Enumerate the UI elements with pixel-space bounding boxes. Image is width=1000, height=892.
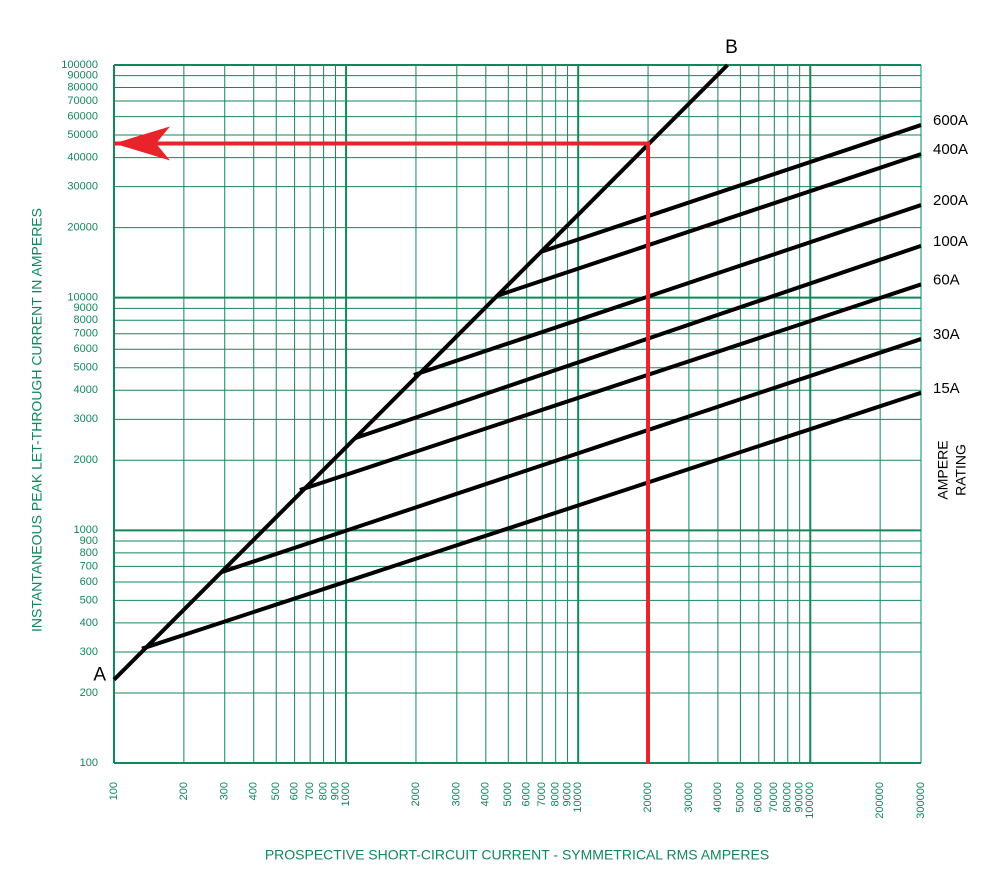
x-tick-label: 6000: [521, 782, 533, 806]
legend-title: AMPERE: [935, 440, 951, 499]
y-axis-label: INSTANTANEOUS PEAK LET-THROUGH CURRENT I…: [29, 208, 45, 632]
y-tick-label: 6000: [74, 343, 98, 355]
y-tick-label: 100000: [61, 59, 98, 71]
x-tick-label: 60000: [753, 782, 765, 813]
x-tick-label: 90000: [794, 782, 806, 813]
y-tick-label: 3000: [74, 413, 98, 425]
x-tick-label: 20000: [642, 782, 654, 813]
ampere-line: [141, 390, 922, 651]
y-tick-label: 7000: [74, 328, 98, 340]
x-tick-label: 200000: [874, 782, 886, 819]
arrow-head: [114, 126, 170, 161]
y-tick-label: 8000: [74, 314, 98, 326]
x-tick-label: 600: [289, 782, 301, 800]
y-tick-label: 1000: [74, 524, 98, 536]
x-tick-label: 200: [178, 782, 190, 800]
y-tick-label: 10000: [67, 292, 98, 304]
series-label: 200A: [933, 192, 968, 209]
y-tick-label: 50000: [67, 129, 98, 141]
y-tick-label: 4000: [74, 384, 98, 396]
point-label: A: [93, 665, 106, 686]
y-tick-label: 400: [80, 617, 98, 629]
ampere-line: [539, 123, 922, 254]
x-tick-label: 700: [304, 782, 316, 800]
x-tick-label: 10000: [572, 782, 584, 813]
ampere-line: [413, 203, 922, 377]
y-tick-label: 30000: [67, 181, 98, 193]
series-label: 15A: [933, 380, 960, 397]
x-tick-label: 30000: [683, 782, 695, 813]
legend-title: RATING: [953, 444, 969, 496]
y-tick-label: 100: [80, 757, 98, 769]
y-tick-label: 200: [80, 687, 98, 699]
y-tick-label: 900: [80, 535, 98, 547]
y-tick-label: 600: [80, 576, 98, 588]
y-tick-label: 300: [80, 646, 98, 658]
x-tick-label: 7000: [536, 782, 548, 806]
x-tick-label: 2000: [410, 782, 422, 806]
x-tick-label: 70000: [768, 782, 780, 813]
ampere-line: [496, 152, 922, 298]
x-tick-label: 800: [318, 782, 330, 800]
series-label: 60A: [933, 271, 960, 288]
x-tick-label: 300000: [915, 782, 927, 819]
x-tick-label: 900: [329, 782, 341, 800]
x-tick-label: 1000: [340, 782, 352, 806]
x-tick-label: 400: [248, 782, 260, 800]
y-tick-label: 500: [80, 594, 98, 606]
x-axis-label: PROSPECTIVE SHORT-CIRCUIT CURRENT - SYMM…: [265, 847, 769, 863]
y-tick-label: 80000: [67, 81, 98, 93]
x-tick-label: 40000: [712, 782, 724, 813]
y-tick-label: 2000: [74, 454, 98, 466]
ampere-line: [221, 337, 922, 574]
y-tick-label: 70000: [67, 95, 98, 107]
point-label: B: [725, 37, 738, 58]
x-tick-label: 8000: [550, 782, 562, 806]
y-tick-label: 5000: [74, 362, 98, 374]
ampere-line: [354, 243, 922, 441]
x-tick-label: 100000: [804, 782, 816, 819]
x-tick-label: 100: [108, 782, 120, 800]
y-tick-label: 40000: [67, 151, 98, 163]
x-tick-label: 50000: [734, 782, 746, 813]
x-tick-label: 500: [270, 782, 282, 800]
guide-line: [114, 141, 651, 763]
y-tick-label: 800: [80, 547, 98, 559]
x-tick-label: 9000: [561, 782, 573, 806]
threshold-line: [112, 63, 729, 682]
x-tick-label: 80000: [782, 782, 794, 813]
x-tick-label: 3000: [451, 782, 463, 806]
y-tick-label: 90000: [67, 70, 98, 82]
y-tick-label: 20000: [67, 222, 98, 234]
series-label: 100A: [933, 233, 968, 250]
y-tick-label: 700: [80, 560, 98, 572]
ampere-line: [299, 282, 922, 492]
x-tick-label: 5000: [502, 782, 514, 806]
series-label: 400A: [933, 141, 968, 158]
series-label: 600A: [933, 112, 968, 129]
y-tick-label: 60000: [67, 111, 98, 123]
x-tick-label: 4000: [480, 782, 492, 806]
y-tick-label: 9000: [74, 302, 98, 314]
x-tick-label: 300: [219, 782, 231, 800]
series-label: 30A: [933, 326, 960, 343]
